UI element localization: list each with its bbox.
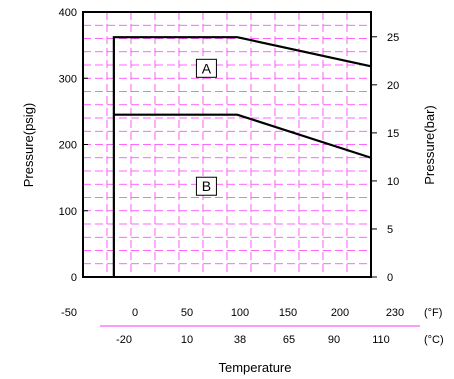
psig-tick-label: 100 <box>59 206 77 218</box>
bar-axis: 0 5 10 15 20 25 <box>371 32 399 284</box>
celsius-tick-label: 10 <box>181 334 193 346</box>
psig-tick-label: 200 <box>59 140 77 152</box>
grid-lines <box>83 12 371 277</box>
celsius-unit-label: (°C) <box>424 334 444 346</box>
fahrenheit-unit-label: (°F) <box>424 307 442 319</box>
celsius-tick-label: 90 <box>328 334 340 346</box>
region-label-box <box>195 58 217 78</box>
y-axis-title-left: Pressure(psig) <box>21 103 36 188</box>
psig-tick-label: 300 <box>59 73 77 85</box>
celsius-tick-label: 65 <box>283 334 295 346</box>
psig-tick-label: 400 <box>59 7 77 19</box>
series-line-A <box>112 36 372 277</box>
fahrenheit-tick-label: 200 <box>331 307 349 319</box>
bar-tick-label: 15 <box>387 128 399 140</box>
fahrenheit-tick-label: 50 <box>181 307 193 319</box>
region-labels: AB <box>195 58 217 196</box>
psig-axis: 0 100 200 300 400 <box>59 7 88 284</box>
fahrenheit-tick-label: 230 <box>386 307 404 319</box>
celsius-tick-label: -20 <box>116 334 132 346</box>
bar-tick-label: 10 <box>387 176 399 188</box>
temperature-axis: -50 0 50 100 150 200 230 (°F) -20 10 38 65 90 110 (°C) <box>61 307 444 346</box>
bar-tick-label: 0 <box>387 272 393 284</box>
fahrenheit-tick-label: 150 <box>279 307 297 319</box>
celsius-tick-label: 38 <box>234 334 246 346</box>
psig-tick-label: 0 <box>71 272 77 284</box>
bar-tick-label: 20 <box>387 80 399 92</box>
fahrenheit-tick-label: 100 <box>231 307 249 319</box>
rating-curves <box>112 36 372 277</box>
bar-tick-label: 25 <box>387 32 399 44</box>
region-label-box <box>195 176 217 196</box>
series-line-B <box>113 113 372 159</box>
celsius-tick-label: 110 <box>372 334 390 346</box>
x-axis-title: Temperature <box>219 360 292 375</box>
fahrenheit-tick-label: -50 <box>61 307 77 319</box>
region-label-B: B <box>202 178 211 194</box>
y-axis-title-right: Pressure(bar) <box>422 105 437 184</box>
bar-tick-label: 5 <box>387 224 393 236</box>
region-label-A: A <box>202 60 212 76</box>
fahrenheit-tick-label: 0 <box>132 307 138 319</box>
